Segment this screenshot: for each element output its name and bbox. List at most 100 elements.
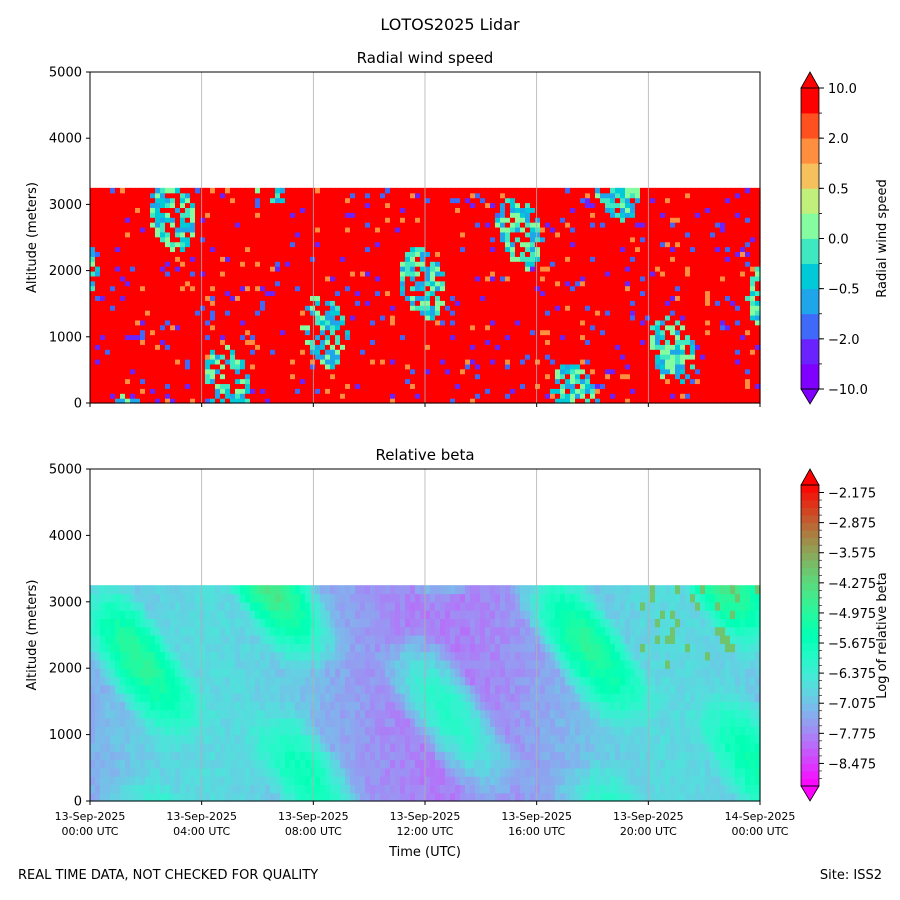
- heatmap-cell: [415, 207, 421, 213]
- heatmap-cell: [290, 398, 296, 404]
- heatmap-cell: [610, 358, 616, 365]
- heatmap-cell: [575, 192, 581, 199]
- heatmap-cell: [650, 354, 656, 360]
- heatmap-cell: [130, 398, 136, 404]
- heatmap-cell: [280, 339, 286, 345]
- heatmap-cell: [330, 261, 336, 267]
- heatmap-cell: [570, 217, 576, 223]
- heatmap-cell: [375, 236, 381, 243]
- heatmap-cell: [345, 246, 351, 253]
- heatmap-cell: [535, 349, 541, 355]
- heatmap-cell: [280, 349, 286, 355]
- heatmap-cell: [100, 261, 106, 267]
- heatmap-cell: [325, 266, 331, 272]
- heatmap-cell: [650, 207, 656, 213]
- heatmap-cell: [650, 285, 656, 292]
- heatmap-cell: [635, 202, 641, 209]
- heatmap-cell: [210, 319, 216, 326]
- heatmap-cell: [610, 212, 616, 218]
- heatmap-cell: [230, 222, 236, 228]
- heatmap-cell: [235, 373, 241, 380]
- heatmap-cell: [145, 207, 151, 213]
- heatmap-cell: [230, 217, 236, 223]
- heatmap-cell: [595, 192, 601, 199]
- heatmap-cell: [420, 261, 426, 267]
- heatmap-cell: [235, 251, 241, 257]
- heatmap-cell: [240, 383, 246, 389]
- heatmap-cell: [585, 349, 591, 355]
- heatmap-cell: [155, 358, 161, 365]
- heatmap-cell: [180, 339, 186, 345]
- heatmap-cell: [170, 246, 176, 253]
- heatmap-cell: [420, 329, 426, 336]
- heatmap-cell: [570, 192, 576, 199]
- heatmap-cell: [480, 226, 486, 233]
- heatmap-cell: [480, 187, 486, 194]
- heatmap-cell: [440, 275, 446, 282]
- heatmap-cell: [590, 275, 596, 282]
- heatmap-cell: [580, 363, 586, 370]
- heatmap-cell: [460, 324, 466, 331]
- heatmap-cell: [315, 339, 321, 345]
- heatmap-cell: [575, 207, 581, 213]
- heatmap-cell: [160, 334, 166, 341]
- heatmap-cell: [470, 378, 476, 385]
- heatmap-cell: [150, 207, 156, 213]
- heatmap-cell: [490, 285, 496, 292]
- heatmap-cell: [300, 251, 306, 257]
- heatmap-cell: [505, 324, 511, 331]
- heatmap-cell: [340, 305, 346, 311]
- heatmap-cell: [210, 275, 216, 282]
- heatmap-cell: [185, 339, 191, 345]
- heatmap-cell: [135, 266, 141, 272]
- heatmap-cell: [205, 373, 211, 380]
- heatmap-cell: [570, 398, 576, 404]
- heatmap-cell: [455, 226, 461, 233]
- heatmap-cell: [415, 290, 421, 297]
- heatmap-cell: [495, 217, 501, 223]
- heatmap-cell: [520, 280, 526, 287]
- heatmap-cell: [605, 329, 611, 336]
- heatmap-cell: [645, 324, 651, 331]
- heatmap-cell: [295, 285, 301, 292]
- heatmap-cell: [150, 388, 156, 394]
- heatmap-cell: [305, 373, 311, 380]
- heatmap-cell: [415, 329, 421, 336]
- heatmap-cell: [385, 270, 391, 277]
- heatmap-cell: [465, 236, 471, 243]
- heatmap-cell: [435, 231, 441, 238]
- heatmap-cell: [640, 285, 646, 292]
- heatmap-cell: [355, 246, 361, 253]
- heatmap-cell: [165, 344, 171, 350]
- heatmap-cell: [635, 300, 641, 306]
- heatmap-cell: [475, 192, 481, 199]
- heatmap-cell: [595, 226, 601, 233]
- heatmap-cell: [365, 305, 371, 311]
- heatmap-cell: [275, 241, 281, 248]
- heatmap-cell: [370, 368, 376, 375]
- heatmap-cell: [515, 339, 521, 345]
- heatmap-cell: [360, 349, 366, 355]
- heatmap-cell: [550, 324, 556, 331]
- heatmap-cell: [375, 349, 381, 355]
- heatmap-cell: [475, 363, 481, 370]
- heatmap-cell: [400, 319, 406, 326]
- heatmap-cell: [425, 349, 431, 355]
- heatmap-cell: [285, 236, 291, 243]
- heatmap-cell: [370, 329, 376, 336]
- heatmap-cell: [395, 280, 401, 287]
- heatmap-cell: [235, 295, 241, 301]
- heatmap-cell: [645, 319, 651, 326]
- heatmap-cell: [505, 373, 511, 380]
- heatmap-cell: [475, 212, 481, 218]
- heatmap-cell: [215, 388, 221, 394]
- heatmap-cell: [105, 270, 111, 277]
- heatmap-cell: [545, 388, 551, 394]
- heatmap-cell: [255, 241, 261, 248]
- heatmap-cell: [230, 388, 236, 394]
- heatmap-cell: [530, 275, 536, 282]
- heatmap-cell: [425, 329, 431, 336]
- heatmap-cell: [280, 300, 286, 306]
- heatmap-cell: [290, 290, 296, 297]
- heatmap-cell: [340, 212, 346, 218]
